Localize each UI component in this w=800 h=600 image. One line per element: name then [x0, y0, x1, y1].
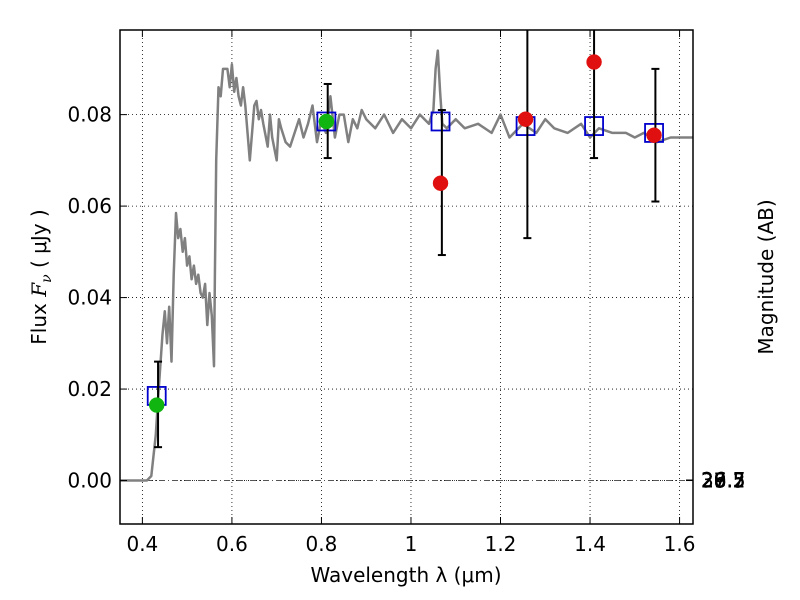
y-axis-title-suffix: ( μJy )	[27, 209, 51, 274]
x-tick-label: 1.4	[574, 532, 606, 556]
model-photometry-square	[430, 111, 451, 132]
low-significance-point	[432, 175, 449, 191]
y2-tick-label: 28.5	[701, 468, 746, 492]
y-tick-label: 0.02	[67, 377, 112, 401]
y-axis-title-prefix: Flux	[27, 297, 51, 345]
low-significance-point	[646, 127, 662, 143]
y2-tick-label: 26.5	[701, 468, 746, 492]
axis-ticks	[120, 30, 693, 524]
x-axis-title: Wavelength λ (μm)	[310, 563, 501, 587]
plot-frame	[119, 29, 694, 525]
y2-tick-label: 30	[701, 469, 726, 493]
y2-tick-label: 27	[701, 468, 726, 492]
model-photometry-square	[316, 111, 337, 132]
y2-tick-label: 27.5	[701, 468, 746, 492]
y2-axis-title: Magnitude (AB)	[754, 199, 778, 354]
y-axis-title-var: F	[27, 282, 51, 298]
x-tick-label: 0.8	[306, 532, 338, 556]
y-tick-label: 0.00	[67, 469, 112, 493]
x-tick-label: 1.2	[485, 532, 517, 556]
x-tick-label: 1.6	[664, 532, 696, 556]
y-axis-title-sub: ν	[39, 274, 55, 283]
detection-point	[148, 397, 165, 413]
y-axis-title: Flux Fν ( μJy )	[27, 209, 55, 344]
y2-tick-label: 28	[701, 468, 726, 492]
detection-point	[318, 113, 335, 130]
x-tick-label: 0.6	[216, 532, 248, 556]
low-significance-point	[517, 111, 534, 127]
sed-model-line	[120, 49, 693, 482]
y2-tick-label: 29	[701, 469, 726, 493]
axis-tick-labels: 0.4 0.6 0.8 1 1.2 1.4 1.6 0.00 0.02 0.04 0.06 0.08 2…	[67, 103, 745, 556]
y2-tick-label: 27.2	[701, 468, 746, 492]
y-tick-label: 0.08	[67, 103, 112, 127]
x-tick-label: 1	[405, 532, 418, 556]
x-tick-label: 0.4	[126, 532, 158, 556]
series-layer	[120, 30, 693, 482]
y2-tick-label: 26.7	[701, 468, 746, 492]
y-tick-label: 0.06	[67, 194, 112, 218]
y-tick-label: 0.04	[67, 286, 112, 310]
low-significance-point	[586, 54, 602, 70]
